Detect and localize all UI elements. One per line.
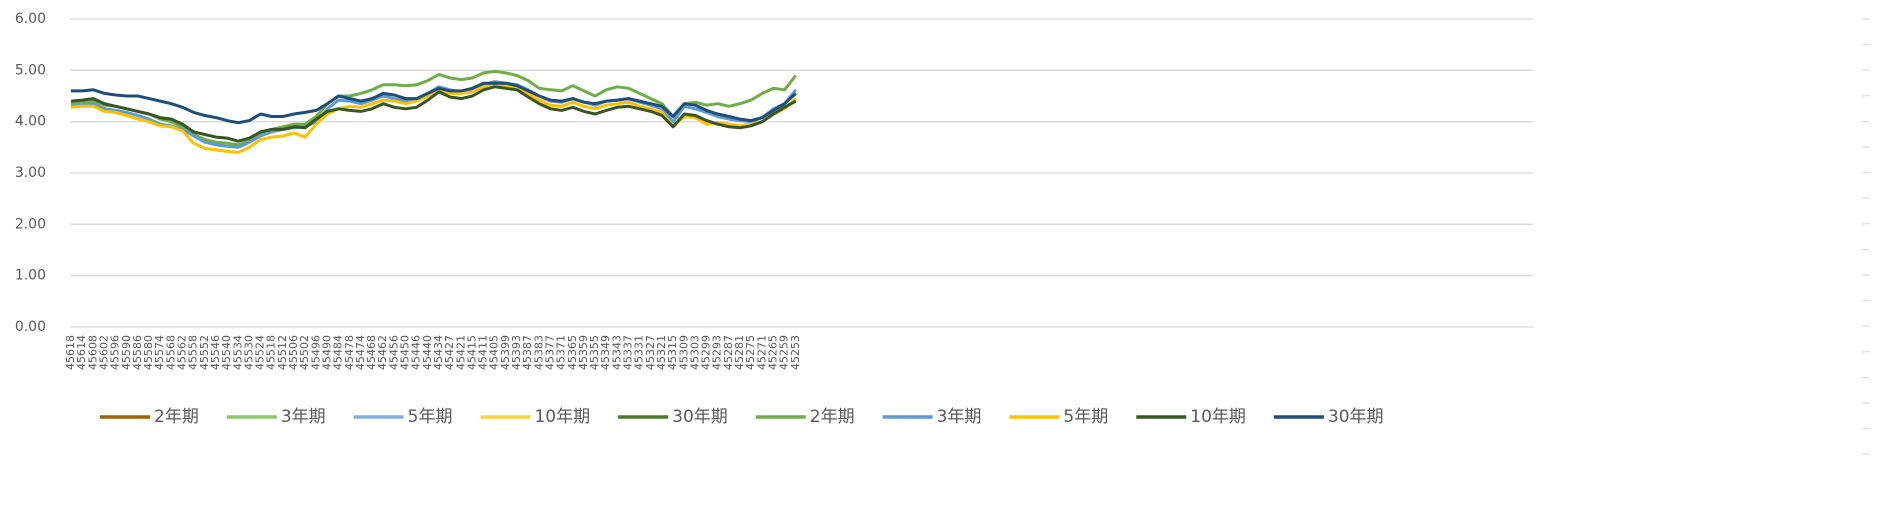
x-tick-label: 45450 xyxy=(399,335,412,370)
x-tick-label: 45602 xyxy=(97,335,110,370)
x-tick-label: 45518 xyxy=(265,335,278,370)
x-tick-label: 45343 xyxy=(610,335,623,370)
y-tick-label: 6.00 xyxy=(15,11,46,27)
x-tick-label: 45287 xyxy=(722,335,735,370)
x-tick-label: 45558 xyxy=(187,335,200,370)
x-tick-label: 45321 xyxy=(655,335,668,370)
x-tick-label: 45421 xyxy=(454,335,467,370)
x-tick-label: 45496 xyxy=(309,335,322,370)
x-tick-label: 45534 xyxy=(231,335,244,370)
x-tick-label: 45562 xyxy=(176,335,189,370)
x-tick-label: 45265 xyxy=(766,335,779,370)
x-tick-label: 45405 xyxy=(488,335,501,370)
legend-label: 2年期 xyxy=(154,407,199,427)
x-tick-label: 45446 xyxy=(410,335,423,370)
x-tick-label: 45512 xyxy=(276,335,289,370)
x-tick-label: 45415 xyxy=(465,335,478,370)
x-tick-label: 45355 xyxy=(588,335,601,370)
x-tick-label: 45502 xyxy=(298,335,311,370)
series-line xyxy=(70,85,797,143)
x-tick-label: 45468 xyxy=(365,335,378,370)
x-tick-label: 45411 xyxy=(477,335,490,370)
x-tick-label: 45618 xyxy=(64,335,77,370)
series-line xyxy=(71,81,797,125)
legend-label: 2年期 xyxy=(810,407,855,427)
x-tick-label: 45327 xyxy=(644,335,657,370)
y-tick-label: 4.00 xyxy=(15,114,46,130)
x-tick-label: 45490 xyxy=(320,335,333,370)
legend-label: 3年期 xyxy=(937,407,982,427)
x-tick-label: 45299 xyxy=(700,335,713,370)
x-tick-label: 45456 xyxy=(387,335,400,370)
x-tick-label: 45365 xyxy=(566,335,579,370)
x-tick-label: 45271 xyxy=(755,335,768,370)
y-tick-label: 1.00 xyxy=(15,268,46,284)
legend-label: 10年期 xyxy=(1190,407,1246,427)
x-tick-label: 45259 xyxy=(778,335,791,370)
legend-label: 30年期 xyxy=(1328,407,1384,427)
x-tick-label: 45337 xyxy=(622,335,635,370)
legend-label: 3年期 xyxy=(281,407,326,427)
x-tick-label: 45580 xyxy=(142,335,155,370)
x-tick-label: 45540 xyxy=(220,335,233,370)
x-tick-label: 45608 xyxy=(86,335,99,370)
x-tick-label: 45377 xyxy=(543,335,556,370)
x-tick-label: 45281 xyxy=(733,335,746,370)
x-tick-label: 45349 xyxy=(599,335,612,370)
x-tick-label: 45393 xyxy=(510,335,523,370)
x-tick-label: 45434 xyxy=(432,335,445,370)
x-tick-label: 45331 xyxy=(633,335,646,370)
x-tick-label: 45371 xyxy=(555,335,568,370)
x-tick-label: 45440 xyxy=(421,335,434,370)
y-tick-label: 5.00 xyxy=(15,62,46,78)
x-tick-label: 45253 xyxy=(789,335,802,370)
x-tick-label: 45399 xyxy=(499,335,512,370)
x-tick-label: 45590 xyxy=(120,335,133,370)
x-tick-label: 45315 xyxy=(666,335,679,370)
x-tick-label: 45309 xyxy=(677,335,690,370)
x-tick-label: 45462 xyxy=(376,335,389,370)
x-tick-label: 45478 xyxy=(343,335,356,370)
x-tick-label: 45596 xyxy=(109,335,122,370)
legend-label: 5年期 xyxy=(1063,407,1108,427)
legend-label: 10年期 xyxy=(534,407,590,427)
x-tick-label: 45568 xyxy=(164,335,177,370)
x-tick-label: 45275 xyxy=(744,335,757,370)
x-tick-label: 45484 xyxy=(332,335,345,370)
x-tick-label: 45546 xyxy=(209,335,222,370)
x-tick-label: 45506 xyxy=(287,335,300,370)
x-tick-label: 45359 xyxy=(577,335,590,370)
y-tick-label: 2.00 xyxy=(15,216,46,232)
x-tick-label: 45474 xyxy=(354,335,367,370)
x-tick-label: 45293 xyxy=(711,335,724,370)
y-tick-label: 0.00 xyxy=(15,319,46,335)
x-tick-label: 45530 xyxy=(242,335,255,370)
x-tick-label: 45427 xyxy=(443,335,456,370)
x-tick-label: 45552 xyxy=(198,335,211,370)
x-tick-label: 45614 xyxy=(75,335,88,370)
x-tick-label: 45303 xyxy=(688,335,701,370)
x-tick-label: 45586 xyxy=(131,335,144,370)
x-tick-label: 45383 xyxy=(532,335,545,370)
legend-label: 5年期 xyxy=(408,407,453,427)
legend-label: 30年期 xyxy=(672,407,728,427)
y-tick-label: 3.00 xyxy=(15,165,46,181)
x-tick-label: 45387 xyxy=(521,335,534,370)
x-tick-label: 45524 xyxy=(254,335,267,370)
x-tick-label: 45574 xyxy=(153,335,166,370)
